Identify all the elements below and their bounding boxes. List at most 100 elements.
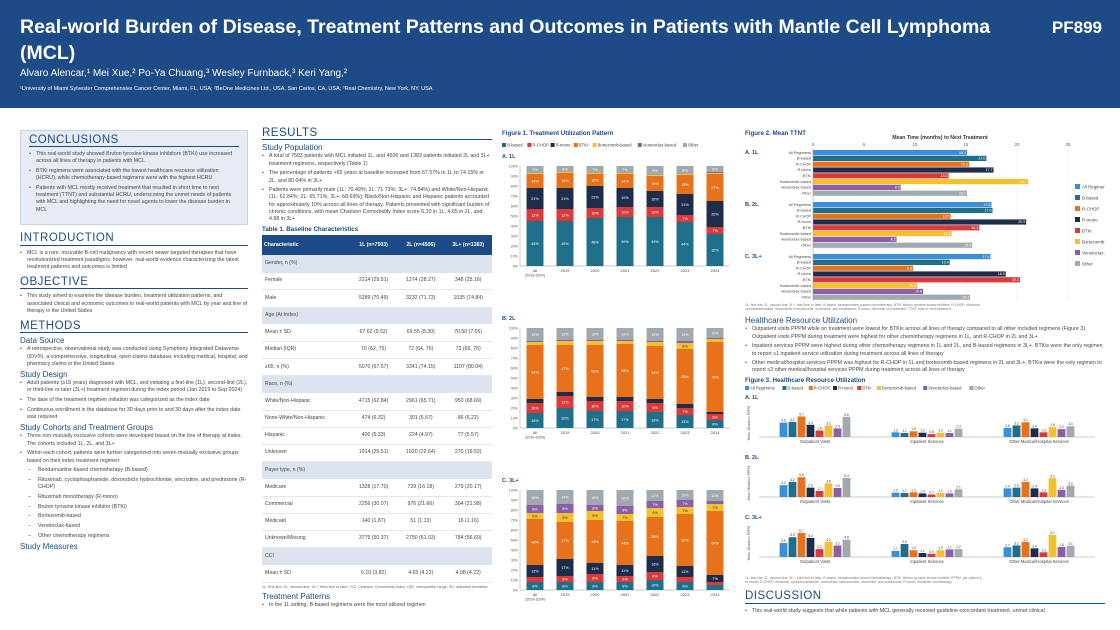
legend-swatch [592,143,597,147]
treatment-group-item: Bruton tyrosine kinase inhibitor (BTKi) [28,504,248,511]
data-label: 53% [651,371,659,375]
bar-segment [526,505,544,513]
bar-segment [706,201,724,227]
bar [833,488,842,498]
bar-segment [526,399,544,403]
x-tick-label: 2023 [681,592,691,597]
patterns-heading: Treatment Patterns [262,592,331,601]
data-label: 15.4 [962,295,969,299]
bar-segment [616,207,634,217]
y-tick-label: B-based [797,261,811,265]
table-cell: 279 (20.17) [444,478,492,497]
y-tick-label: 90% [511,336,519,340]
patterns-item: In the 1L setting, B-based regimens were… [262,602,492,609]
data-label: 13.4 [942,261,949,265]
bar [1012,545,1021,558]
table-cell: 86 (6.22) [444,410,492,428]
data-label: 1.1 [947,429,952,433]
bar [813,207,993,213]
y-tick-label: Bortezomib-based [780,232,811,236]
data-label: 6% [562,167,568,171]
data-label: 13% [681,420,689,424]
y-tick-label: Venetoclax-based [781,290,811,294]
table-cell [349,461,398,479]
data-label: 15% [531,419,539,423]
affiliations: ¹University of Miami Sylvester Comprehen… [20,86,433,92]
bar [927,494,936,498]
data-label: 5.5 [799,473,804,477]
table-cell [444,461,492,479]
bar-segment [556,522,574,559]
bar [1003,428,1012,438]
data-label: 5.3 [844,474,849,478]
table-section-row: Gender, n (%) [262,255,492,273]
bar-segment [676,582,694,590]
legend-label: Venetoclax-based [928,386,962,391]
table-cell: 1328 (17.70) [349,478,398,497]
figure-2-chart: Figure 2. Mean TTNT Mean Time (months) to… [745,130,1118,311]
data-label: 4.0 [781,419,786,423]
data-label: 3.8 [826,479,831,483]
x-tick-label: 2023 [681,268,691,273]
bar [1039,552,1048,558]
table-cell [444,547,492,565]
bar-segment [706,342,724,412]
conclusions-list: This real-world study showed Bruton tyro… [29,151,239,214]
data-label: 9% [592,514,598,518]
bar-segment [526,342,544,345]
data-label: 7% [532,168,538,172]
bar-segment [706,582,724,585]
data-label: 7% [652,503,658,507]
x-tick-label: Other Medical/Hospital Services [1009,559,1069,564]
x-tick-label: (2019-2024) [525,274,545,278]
table-section-row: CCI [262,547,492,565]
y-tick-label: All Regimens [789,255,811,259]
bar [1030,428,1039,438]
table-row: ≥65, n (%) 5070 (67.57) 3341 (74.15) 1107 (… [262,358,492,377]
bar [813,242,973,248]
table-section-row: Race, n (%) [262,375,492,393]
bar-segment [616,188,634,207]
table-cell: 16 (1.16) [444,513,492,531]
y-tick-label: 60% [511,528,519,532]
data-label: 15.1 [959,151,966,155]
hcru-item: Outpatient visits PPPM while on treatmen… [745,326,1105,340]
data-label: 2.4 [1005,484,1010,488]
bar [779,422,788,438]
bar-segment [676,490,694,500]
data-label: 3.2 [1014,542,1019,546]
data-label: 8% [682,168,688,172]
bar-segment [616,217,634,266]
data-label: 3.0 [1068,422,1073,426]
bar-segment [556,188,574,209]
bar [813,219,1027,225]
bar-segment [646,207,664,217]
figure-footnote: er month; R-CHOP, rituximab, cyclophosph… [745,580,953,584]
data-label: 3.2 [1014,422,1019,426]
y-tick-label: 50% [511,376,519,380]
bar-segment [526,173,544,174]
table-cell: Mean ± SD [262,324,350,342]
data-label: 1.1 [902,489,907,493]
panel-label: C. 3L+ [502,478,519,484]
y-tick-label: 10% [511,416,519,420]
figure-subtitle: Mean Time (months) to Next Treatment [892,135,988,141]
bar [918,493,927,498]
x-tick-label: (2019-2024) [525,598,545,602]
bar-segment [526,328,544,341]
bar [813,225,980,231]
bar [788,422,797,438]
data-label: 9% [652,406,658,410]
bar-segment [646,176,664,191]
bar-segment [526,345,544,399]
data-label: 14% [621,179,629,183]
table-cell: 1035 (74.84) [444,289,492,308]
bar [813,179,1029,185]
data-label: 17% [591,418,599,422]
data-label: 2.2 [956,545,961,549]
bar-segment [616,576,634,582]
data-label: 8% [682,584,688,588]
legend-label: Venetoclax-based [643,143,677,148]
table-cell [349,547,398,565]
bar [1003,547,1012,558]
